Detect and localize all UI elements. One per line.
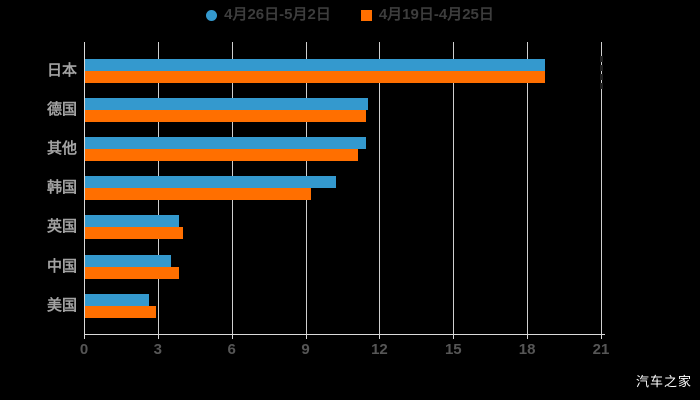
legend-label: 4月19日-4月25日	[378, 6, 494, 23]
bar-previous-week[interactable]	[85, 227, 184, 240]
bar-previous-week[interactable]	[85, 149, 359, 162]
x-axis-line	[84, 334, 605, 335]
gridline	[379, 42, 381, 334]
bar-current-week[interactable]	[85, 215, 179, 228]
x-axis-tick	[453, 334, 455, 339]
x-axis-tick	[601, 334, 602, 339]
legend: 4月26日-5月2日 4月19日-4月25日	[0, 5, 700, 25]
y-axis-category-label: 英国	[46, 218, 77, 236]
y-axis-category-label: 韩国	[46, 179, 77, 197]
x-axis-tick-label: 12	[371, 341, 388, 358]
x-axis-tick-label: 3	[153, 341, 163, 358]
x-axis-tick	[379, 334, 381, 339]
gridline	[601, 42, 602, 334]
bar-current-week[interactable]	[85, 98, 369, 111]
gridline	[453, 42, 455, 334]
legend-item-week-current[interactable]: 4月26日-5月2日	[206, 6, 331, 24]
bar-previous-week[interactable]	[85, 110, 366, 123]
y-axis-category-label: 美国	[46, 296, 77, 314]
bar-current-week[interactable]	[85, 59, 546, 71]
legend-square-marker-icon	[360, 9, 372, 21]
x-axis-tick-label: 15	[444, 341, 462, 358]
bar-previous-week[interactable]	[85, 71, 546, 83]
legend-circle-marker-icon	[206, 9, 218, 21]
y-axis-category-label: 中国	[46, 257, 77, 275]
bar-previous-week[interactable]	[85, 305, 157, 318]
y-axis-line	[84, 42, 85, 334]
y-axis-category-label: 日本	[46, 62, 77, 79]
watermark: 汽车之家	[635, 374, 692, 389]
bar-current-week[interactable]	[85, 254, 172, 267]
x-axis-tick	[157, 334, 159, 339]
y-axis-category-label: 其他	[46, 140, 77, 158]
legend-label: 4月26日-5月2日	[224, 6, 331, 23]
bar-previous-week[interactable]	[85, 188, 312, 201]
x-axis-tick	[527, 334, 529, 339]
bar-current-week[interactable]	[85, 176, 337, 189]
gridline	[527, 42, 529, 334]
bar-current-week[interactable]	[85, 137, 366, 150]
bar-previous-week[interactable]	[85, 266, 179, 279]
axis-break-dashes	[600, 56, 603, 89]
x-axis-tick-label: 21	[592, 341, 610, 358]
x-axis-tick	[231, 334, 233, 339]
x-axis-tick-label: 18	[518, 341, 536, 358]
x-axis-tick	[84, 334, 85, 339]
x-axis-tick-label: 9	[301, 341, 310, 358]
y-axis-category-label: 德国	[46, 101, 77, 119]
x-axis-tick-label: 0	[79, 341, 89, 358]
legend-item-week-previous[interactable]: 4月19日-4月25日	[360, 6, 494, 24]
x-axis-tick	[305, 334, 307, 339]
bar-current-week[interactable]	[85, 293, 149, 306]
x-axis-tick-label: 6	[227, 341, 236, 358]
